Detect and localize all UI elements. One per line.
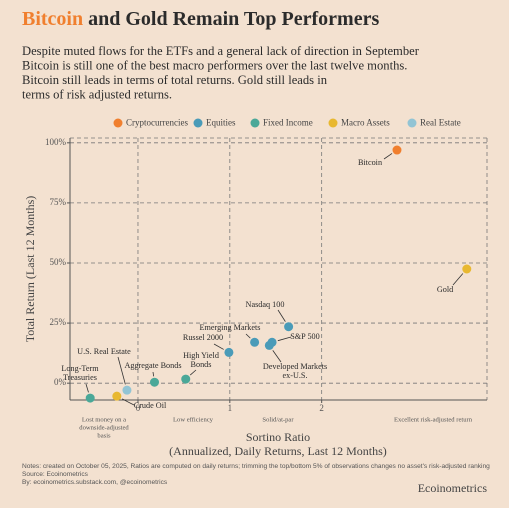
- point-label: S&P 500: [290, 332, 320, 341]
- legend-label: Cryptocurrencies: [126, 118, 188, 128]
- legend-label: Equities: [206, 118, 236, 128]
- point: [224, 347, 234, 357]
- label-arrow: [213, 343, 224, 350]
- y-tick-label: 50%: [50, 257, 67, 267]
- legend-swatch: [193, 118, 203, 128]
- point-label: Bitcoin: [358, 158, 382, 167]
- legend-label: Fixed Income: [263, 118, 313, 128]
- label-arrow: [272, 350, 282, 363]
- point: [85, 393, 95, 403]
- y-axis-label: Total Return (Last 12 Months): [23, 196, 37, 342]
- note: Notes: created on October 05, 2025, Rati…: [22, 463, 490, 470]
- x-axis-label: Sortino Ratio: [246, 430, 310, 444]
- label-arrow: [383, 153, 393, 160]
- y-tick-label: 0%: [54, 377, 67, 387]
- region-label: Low efficiency: [173, 417, 214, 424]
- point: [112, 391, 122, 401]
- point: [284, 322, 294, 332]
- point-label: Treasuries: [63, 373, 97, 382]
- subtitle: Bitcoin still leads in terms of total re…: [22, 73, 328, 87]
- point-label: Crude Oil: [134, 401, 167, 410]
- chart-title: Bitcoin and Gold Remain Top Performers: [22, 8, 379, 30]
- legend-swatch: [328, 118, 338, 128]
- point-label: Nasdaq 100: [246, 300, 285, 309]
- label-arrow: [452, 273, 464, 286]
- point: [462, 264, 472, 274]
- point-label: High Yield: [183, 351, 219, 360]
- point-label: Bonds: [191, 360, 212, 369]
- label-arrow: [189, 369, 197, 376]
- point: [392, 145, 402, 155]
- legend-swatch: [250, 118, 260, 128]
- y-tick-label: 75%: [50, 197, 67, 207]
- x-axis-label: (Annualized, Daily Returns, Last 12 Mont…: [169, 444, 387, 458]
- point: [122, 385, 132, 395]
- y-tick-label: 100%: [45, 137, 67, 147]
- point: [264, 340, 274, 350]
- region-label: Solid/at-par: [262, 417, 294, 424]
- note: By: ecoinometrics.substack.com, @ecoinom…: [22, 479, 168, 486]
- region-label: downside-adjusted: [79, 425, 129, 432]
- point-label: Emerging Markets: [199, 323, 260, 332]
- title-rest: and Gold Remain Top Performers: [88, 8, 379, 30]
- label-arrow: [152, 371, 155, 377]
- label-arrow: [277, 336, 292, 342]
- brand: Ecoinometrics: [418, 481, 488, 495]
- label-arrow: [117, 356, 126, 385]
- legend-swatch: [113, 118, 123, 128]
- x-tick-label: 0: [136, 403, 141, 413]
- label-arrow: [245, 333, 251, 339]
- region-label: basis: [97, 433, 111, 440]
- point: [181, 374, 191, 384]
- note: Source: Ecoinometrics: [22, 471, 89, 478]
- point-label: Aggregate Bonds: [124, 361, 181, 370]
- subtitle: Despite muted flows for the ETFs and a g…: [22, 44, 420, 58]
- x-tick-label: 1: [228, 403, 233, 413]
- point-label: Russel 2000: [183, 333, 223, 342]
- point-label: Developed Markets: [263, 362, 327, 371]
- label-arrow: [277, 309, 286, 322]
- point-label: ex-U.S.: [282, 371, 307, 380]
- point: [150, 377, 160, 387]
- y-tick-label: 25%: [50, 317, 67, 327]
- point-label: Gold: [437, 285, 453, 294]
- region-label: Excellent risk-adjusted return: [394, 417, 473, 424]
- point: [250, 337, 260, 347]
- subtitle: Bitcoin is still one of the best macro p…: [22, 58, 407, 72]
- legend-swatch: [407, 118, 417, 128]
- label-arrow: [85, 383, 89, 393]
- point-label: U.S. Real Estate: [77, 347, 131, 356]
- title-highlight: Bitcoin: [22, 8, 83, 30]
- subtitle: terms of risk adjusted returns.: [22, 87, 172, 101]
- legend-label: Macro Assets: [341, 118, 390, 128]
- region-label: Lost money on a: [82, 417, 126, 424]
- x-tick-label: 2: [319, 403, 324, 413]
- point-label: Long-Term: [61, 364, 99, 373]
- legend-label: Real Estate: [420, 118, 461, 128]
- label-arrow: [121, 398, 135, 406]
